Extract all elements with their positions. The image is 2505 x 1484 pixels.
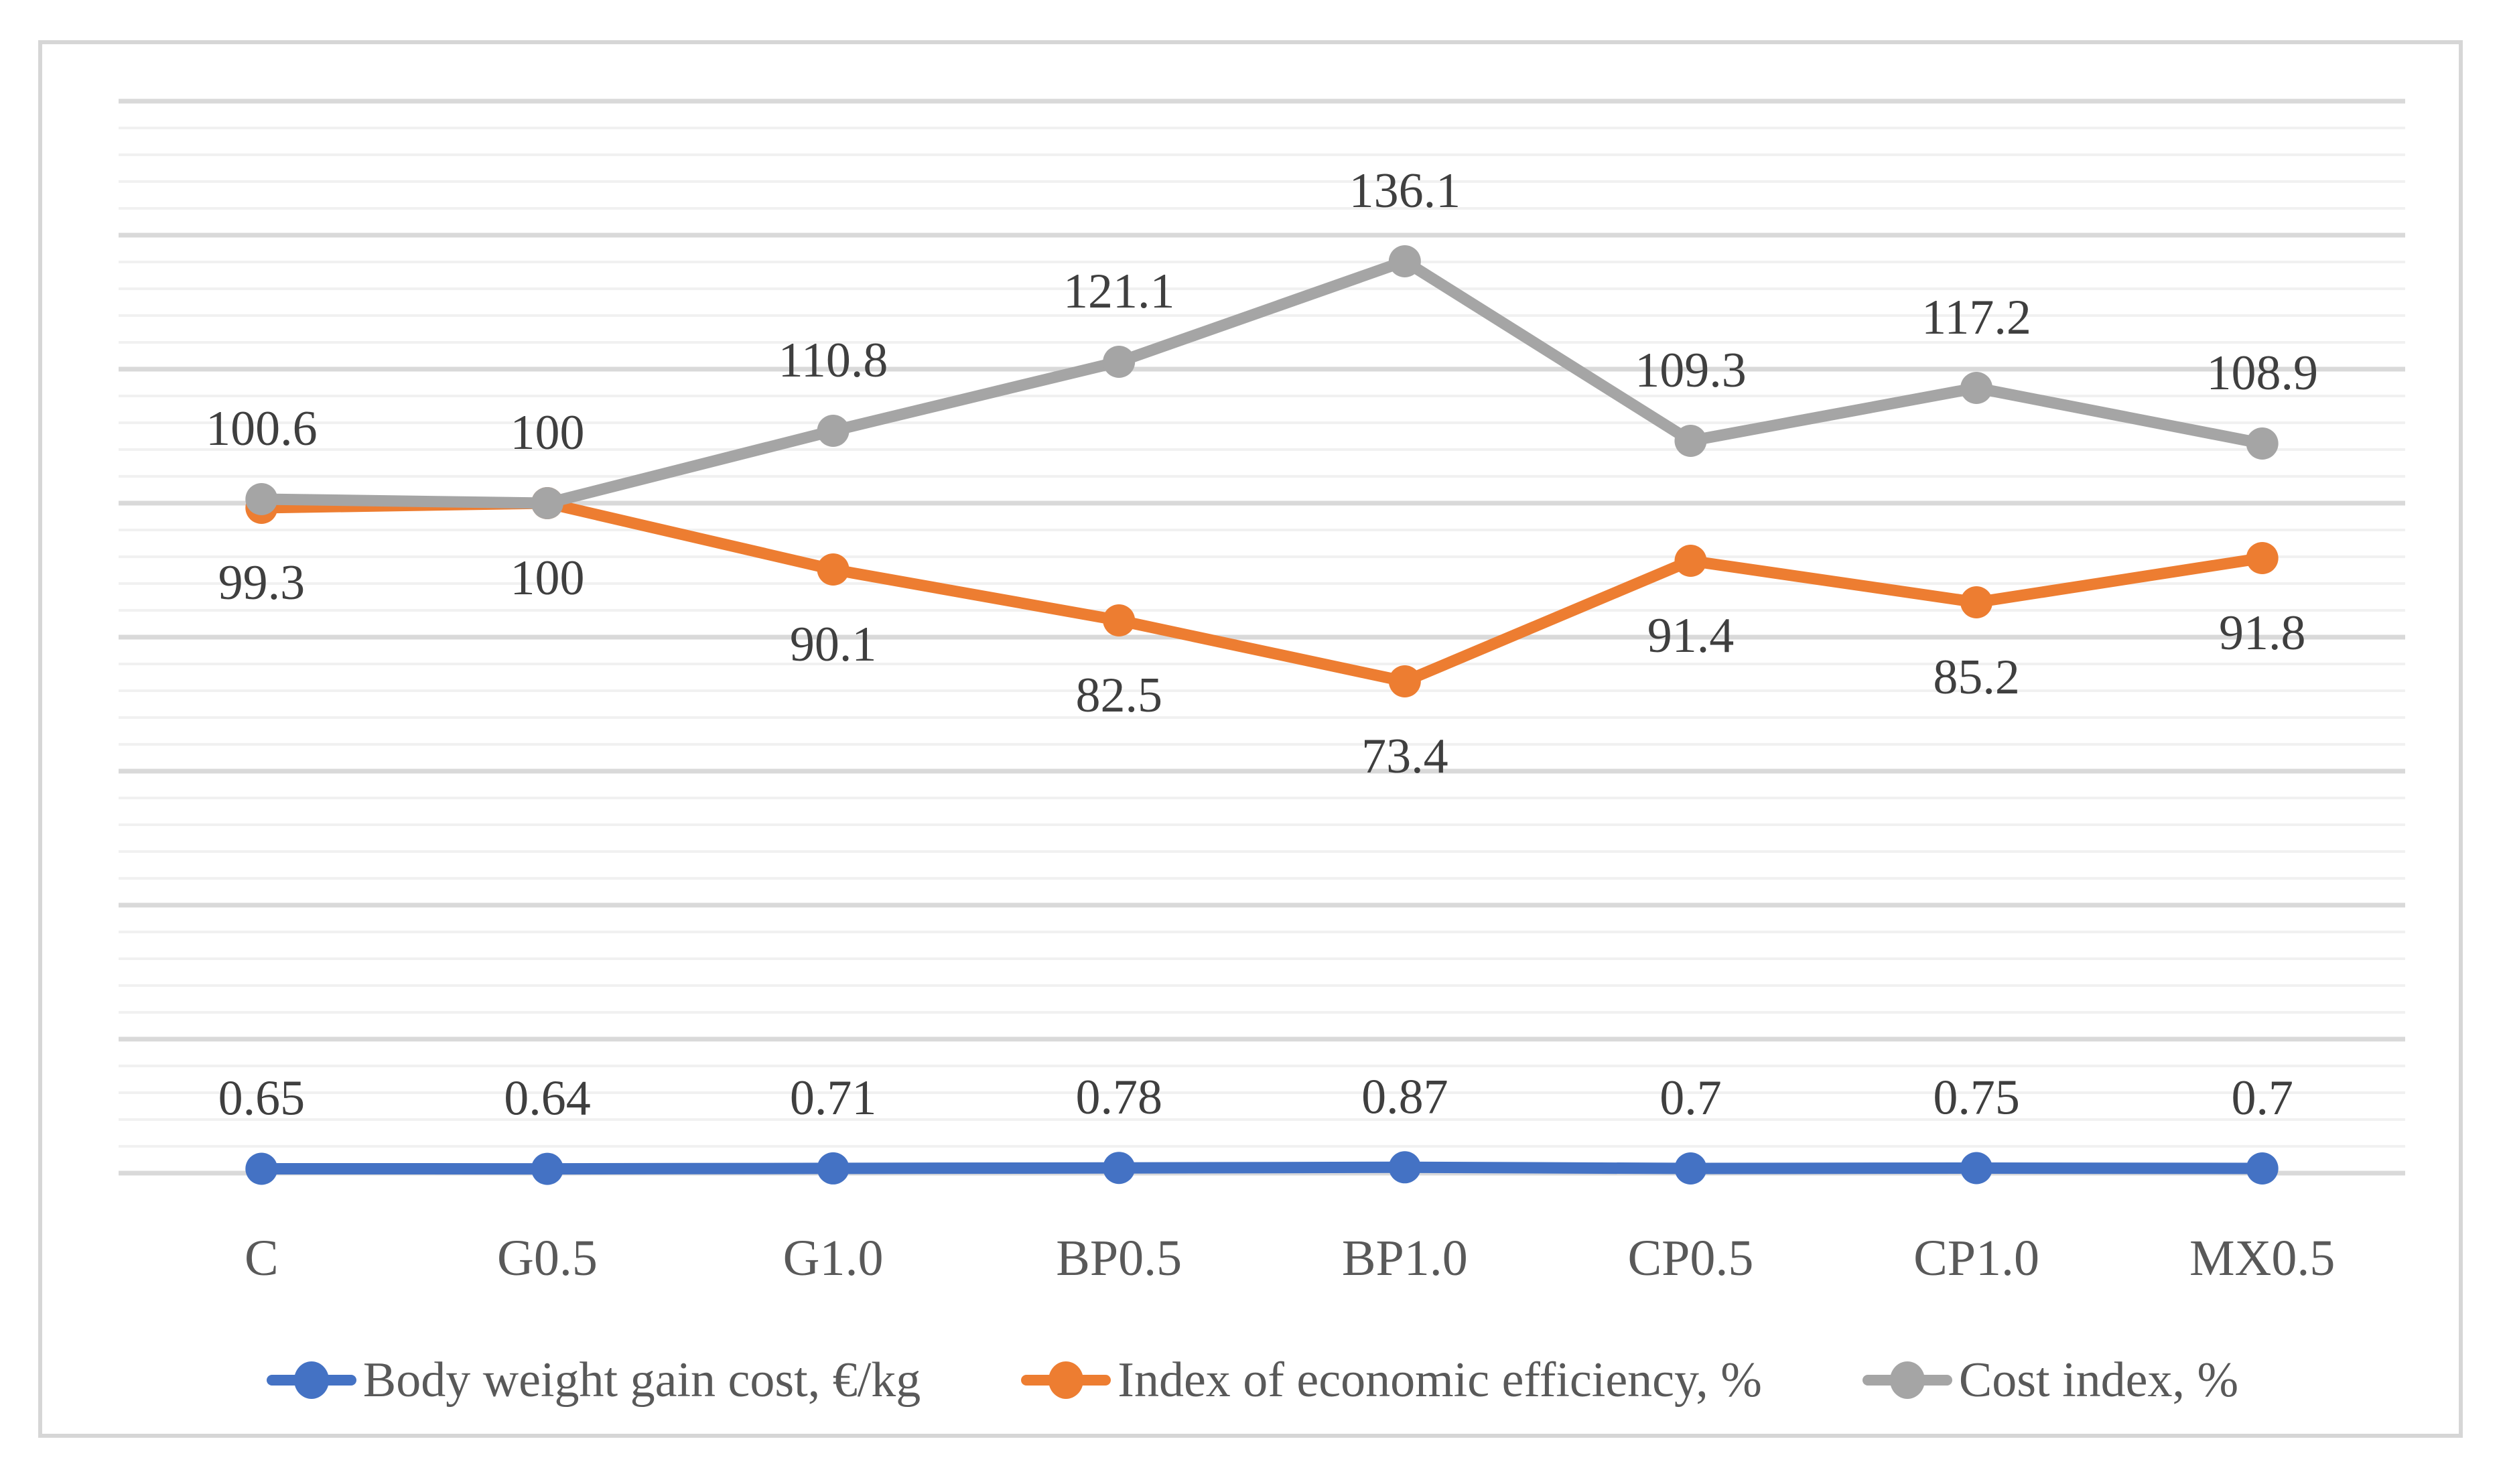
data-label-cost-index-BP1.0: 136.1 bbox=[1349, 163, 1461, 218]
data-label-index-of-economic-efficiency-BP1.0: 73.4 bbox=[1361, 729, 1448, 784]
chart-border-frame bbox=[38, 40, 2463, 1438]
data-label-body-weight-gain-cost-kg-G1.0: 0.71 bbox=[790, 1071, 877, 1126]
data-point-body-weight-gain-cost-kg-G1.0 bbox=[817, 1152, 850, 1185]
data-point-index-of-economic-efficiency-G1.0 bbox=[817, 553, 850, 586]
category-label-BP0.5: BP0.5 bbox=[1056, 1230, 1182, 1286]
data-point-body-weight-gain-cost-kg-C bbox=[245, 1152, 278, 1185]
data-label-body-weight-gain-cost-kg-MX0.5: 0.7 bbox=[2231, 1071, 2293, 1126]
data-point-cost-index-G0.5 bbox=[531, 487, 563, 519]
series-line-index-of-economic-efficiency bbox=[255, 497, 2269, 687]
data-label-cost-index-C: 100.6 bbox=[206, 401, 318, 456]
data-label-body-weight-gain-cost-kg-G0.5: 0.64 bbox=[504, 1071, 591, 1126]
data-point-body-weight-gain-cost-kg-BP1.0 bbox=[1388, 1151, 1421, 1184]
data-point-body-weight-gain-cost-kg-CP1.0 bbox=[1960, 1152, 1993, 1185]
data-point-cost-index-C bbox=[245, 483, 278, 515]
data-label-cost-index-G0.5: 100 bbox=[510, 405, 584, 460]
series-cost-index: 100.6 100 110.8 121.1 136.1 109.3 117.2 108.9 bbox=[206, 163, 2318, 519]
legend: Body weight gain cost, €/kg Index of eco… bbox=[0, 1333, 2505, 1427]
legend-marker-line-dot-icon bbox=[1021, 1357, 1111, 1404]
category-label-MX0.5: MX0.5 bbox=[2189, 1230, 2335, 1286]
data-label-cost-index-G1.0: 110.8 bbox=[778, 333, 888, 388]
data-point-body-weight-gain-cost-kg-MX0.5 bbox=[2246, 1152, 2279, 1185]
data-label-index-of-economic-efficiency-G0.5: 100 bbox=[510, 551, 584, 606]
data-label-index-of-economic-efficiency-CP0.5: 91.4 bbox=[1647, 608, 1735, 663]
data-point-cost-index-CP0.5 bbox=[1674, 425, 1707, 457]
category-label-G0.5: G0.5 bbox=[497, 1230, 598, 1286]
data-point-body-weight-gain-cost-kg-BP0.5 bbox=[1103, 1152, 1136, 1185]
category-label-C: C bbox=[245, 1230, 279, 1286]
series-line-cost-index bbox=[255, 255, 2269, 509]
series-line-body-weight-gain-cost-kg bbox=[255, 1161, 2269, 1175]
category-label-BP1.0: BP1.0 bbox=[1342, 1230, 1468, 1286]
data-point-cost-index-BP1.0 bbox=[1388, 245, 1421, 277]
data-point-body-weight-gain-cost-kg-G0.5 bbox=[531, 1152, 563, 1185]
data-label-index-of-economic-efficiency-BP0.5: 82.5 bbox=[1075, 668, 1162, 723]
legend-item-index-of-economic-efficiency: Index of economic efficiency, % bbox=[1021, 1352, 1762, 1409]
data-label-cost-index-MX0.5: 108.9 bbox=[2206, 346, 2318, 401]
legend-label: Cost index, % bbox=[1958, 1352, 2239, 1408]
data-label-index-of-economic-efficiency-C: 99.3 bbox=[218, 555, 306, 610]
category-label-G1.0: G1.0 bbox=[783, 1230, 884, 1286]
data-point-cost-index-BP0.5 bbox=[1103, 346, 1136, 378]
category-label-CP1.0: CP1.0 bbox=[1913, 1230, 2039, 1286]
data-point-cost-index-G1.0 bbox=[817, 415, 850, 447]
data-label-index-of-economic-efficiency-CP1.0: 85.2 bbox=[1933, 650, 2020, 705]
gridlines bbox=[119, 98, 2405, 1176]
legend-label: Body weight gain cost, €/kg bbox=[362, 1352, 921, 1408]
data-label-index-of-economic-efficiency-G1.0: 90.1 bbox=[790, 617, 877, 672]
legend-item-cost-index: Cost index, % bbox=[1862, 1352, 2239, 1409]
legend-item-body-weight-gain-cost: Body weight gain cost, €/kg bbox=[266, 1352, 921, 1409]
category-label-CP0.5: CP0.5 bbox=[1627, 1230, 1753, 1286]
data-label-body-weight-gain-cost-kg-BP1.0: 0.87 bbox=[1361, 1069, 1448, 1124]
data-point-cost-index-MX0.5 bbox=[2246, 427, 2279, 460]
data-label-body-weight-gain-cost-kg-CP1.0: 0.75 bbox=[1933, 1071, 2020, 1126]
data-label-body-weight-gain-cost-kg-CP0.5: 0.7 bbox=[1660, 1071, 1722, 1126]
series-body-weight-gain-cost-kg: 0.65 0.64 0.71 0.78 0.87 0.7 0.75 0.7 bbox=[218, 1069, 2293, 1185]
legend-label: Index of economic efficiency, % bbox=[1118, 1352, 1762, 1408]
data-point-index-of-economic-efficiency-CP1.0 bbox=[1960, 586, 1993, 618]
category-axis: C G0.5 G1.0 BP0.5 BP1.0 CP0.5 CP1.0 MX0.5 bbox=[245, 1230, 2335, 1286]
data-point-index-of-economic-efficiency-BP1.0 bbox=[1388, 665, 1421, 697]
data-point-index-of-economic-efficiency-BP0.5 bbox=[1103, 604, 1136, 636]
data-point-body-weight-gain-cost-kg-CP0.5 bbox=[1674, 1152, 1707, 1185]
data-label-body-weight-gain-cost-kg-BP0.5: 0.78 bbox=[1075, 1070, 1162, 1125]
data-label-cost-index-CP1.0: 117.2 bbox=[1921, 290, 2031, 345]
legend-marker-line-dot-icon bbox=[266, 1357, 356, 1404]
data-point-cost-index-CP1.0 bbox=[1960, 372, 1993, 404]
legend-marker-line-dot-icon bbox=[1862, 1357, 1952, 1404]
data-label-index-of-economic-efficiency-MX0.5: 91.8 bbox=[2219, 606, 2306, 661]
data-label-cost-index-CP0.5: 109.3 bbox=[1635, 343, 1747, 398]
data-label-body-weight-gain-cost-kg-C: 0.65 bbox=[218, 1071, 306, 1126]
data-point-index-of-economic-efficiency-MX0.5 bbox=[2246, 542, 2279, 574]
data-label-cost-index-BP0.5: 121.1 bbox=[1063, 264, 1175, 319]
data-point-index-of-economic-efficiency-CP0.5 bbox=[1674, 545, 1707, 577]
